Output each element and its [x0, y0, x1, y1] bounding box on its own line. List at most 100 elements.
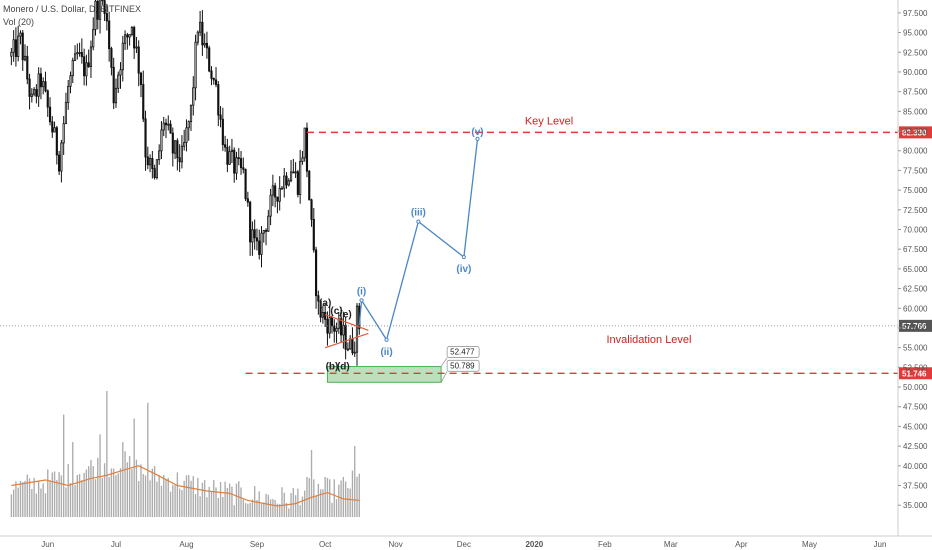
candle-body: [217, 84, 220, 116]
candle-body: [224, 144, 227, 148]
volume-bar: [110, 468, 113, 517]
candle-body: [169, 123, 172, 134]
projection-wave-label: (iv): [456, 264, 471, 275]
volume-bar: [163, 475, 165, 517]
volume-bar: [117, 473, 119, 517]
volume-bar: [340, 480, 342, 517]
projection-wave-label: (iii): [411, 208, 426, 219]
candle-body: [321, 312, 324, 318]
candle-body: [155, 159, 158, 179]
volume-bar: [206, 497, 208, 517]
candle-body: [319, 300, 322, 318]
volume-bar: [256, 500, 258, 517]
volume-bar: [181, 490, 183, 517]
volume-bar: [185, 475, 188, 517]
callout-high-value: 52.477: [450, 348, 475, 357]
candle-body: [324, 312, 327, 320]
candle-body: [305, 127, 309, 172]
candle-body: [287, 180, 290, 186]
volume-bar: [203, 480, 206, 517]
candle-body: [228, 151, 231, 165]
candle-body: [121, 42, 124, 71]
candle-body: [48, 106, 52, 123]
candle-body: [164, 122, 168, 126]
candle-body: [71, 60, 74, 77]
candle-body: [244, 168, 247, 200]
volume-indicator-label[interactable]: Vol (20): [3, 17, 35, 27]
volume-bar: [358, 473, 360, 517]
volume-bar: [242, 499, 244, 517]
wave-projection: (i) (ii) (iii) (iv) (v): [357, 127, 484, 358]
candle-body: [280, 187, 284, 190]
volume-bar: [249, 503, 251, 517]
candle-body: [33, 89, 36, 95]
candle-body: [221, 118, 224, 146]
volume-bar: [315, 495, 317, 517]
volume-bar: [342, 476, 345, 517]
time-tick-label: 2020: [525, 540, 543, 549]
candle-body: [153, 168, 156, 179]
volume-bar: [160, 485, 163, 517]
time-tick-label: Jun: [874, 540, 887, 549]
price-tick-label: 85.000: [903, 107, 928, 116]
volume-bar: [58, 472, 60, 517]
volume-bar: [190, 480, 192, 517]
triangle-upper-line: [324, 313, 369, 331]
candle-body: [269, 194, 272, 217]
time-tick-label: Sep: [250, 540, 265, 549]
candle-body: [139, 72, 143, 85]
chart-symbol-title[interactable]: Monero / U.S. Dollar, D, BITFINEX: [3, 4, 142, 14]
candle-body: [346, 348, 349, 351]
volume-bar: [265, 493, 267, 517]
candle-body: [246, 198, 249, 203]
candle-body: [242, 167, 245, 170]
volume-bar: [324, 476, 326, 517]
volume-bar: [176, 472, 179, 517]
time-tick-label: Mar: [664, 540, 678, 549]
volume-bar: [235, 483, 238, 517]
volume-bar: [10, 494, 13, 517]
volume-bar: [92, 466, 94, 517]
price-tick-label: 72.500: [903, 206, 928, 215]
triangle-wave-label: (c): [330, 306, 342, 317]
candle-body: [85, 62, 88, 77]
candle-body: [42, 81, 45, 88]
candle-body: [235, 157, 238, 174]
time-tick-label: Apr: [735, 540, 748, 549]
candle-body: [62, 123, 65, 144]
candle-body: [14, 39, 17, 57]
volume-bar: [335, 499, 338, 517]
time-tick-label: Nov: [389, 540, 403, 549]
callout-low-value: 50.789: [450, 361, 475, 370]
candle-body: [96, 0, 99, 20]
volume-bar: [301, 496, 304, 517]
volume-bar: [135, 459, 138, 517]
candle-body: [44, 81, 47, 92]
volume-bar: [124, 451, 126, 517]
volume-bar: [69, 482, 72, 517]
volume-bar: [106, 390, 108, 517]
candle-body: [108, 20, 111, 50]
volume-bar: [240, 487, 242, 517]
candle-body: [199, 21, 202, 33]
volume-bar: [19, 480, 22, 517]
candle-body: [271, 185, 274, 196]
time-tick-label: May: [802, 540, 817, 549]
candle-body: [340, 318, 343, 336]
volume-bar: [279, 504, 281, 517]
volume-bar: [356, 476, 358, 517]
volume-bar: [326, 477, 329, 517]
candle-body: [103, 0, 106, 14]
candle-body: [301, 157, 304, 162]
price-tick-label: 65.000: [903, 265, 928, 274]
candle-body: [28, 78, 31, 97]
volume-bar: [140, 464, 142, 517]
volume-bar: [53, 471, 56, 517]
volume-bar: [294, 495, 297, 517]
key-level-label: Key Level: [525, 115, 573, 127]
candle-body: [51, 121, 54, 133]
candle-body: [214, 79, 218, 85]
volume-bar: [199, 496, 201, 517]
volume-bar: [108, 477, 110, 517]
